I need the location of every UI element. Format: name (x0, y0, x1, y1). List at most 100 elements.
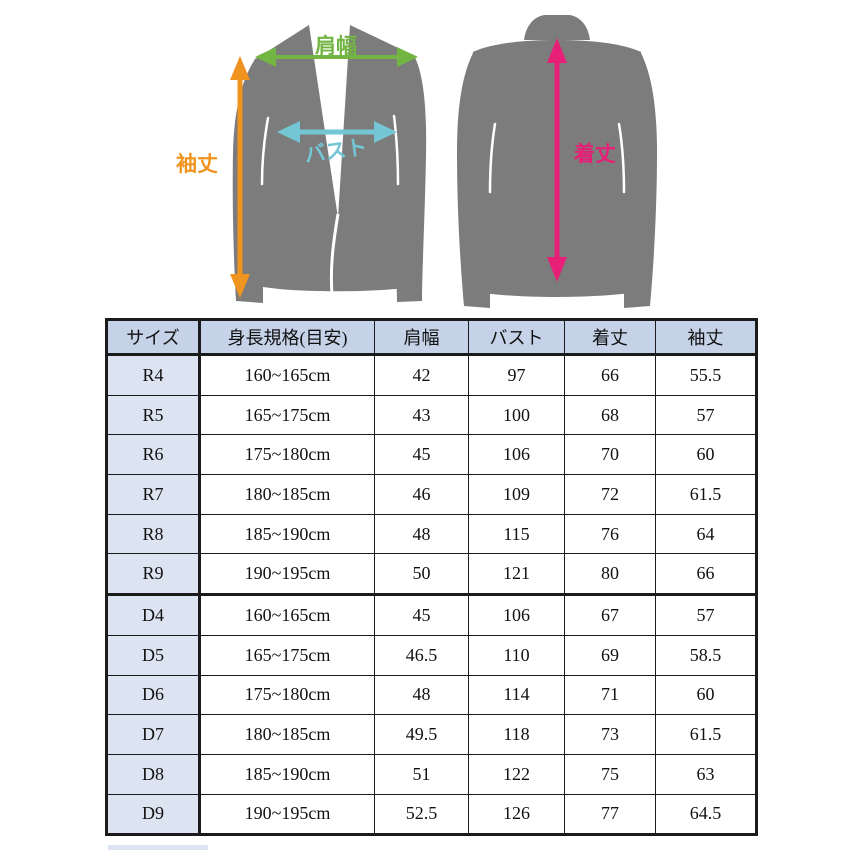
table-row: R4 160~165cm 42 97 66 55.5 (106, 354, 757, 396)
table-row: R7 180~185cm 46 109 72 61.5 (106, 474, 757, 515)
cell-shoulder-width: 51 (374, 753, 469, 795)
body-length-arrowhead-top (547, 38, 567, 63)
front-jacket-left-underarm-notch (260, 116, 270, 186)
cell-body-length: 76 (564, 513, 656, 555)
cell-sleeve-length: 57 (655, 394, 757, 436)
cell-shoulder-width: 52.5 (374, 793, 469, 836)
cell-shoulder-width: 49.5 (374, 714, 469, 755)
cell-size: D7 (106, 714, 201, 755)
measurement-diagram: 肩幅 バスト 袖丈 着丈 (176, 15, 657, 308)
cell-bust: 118 (468, 714, 565, 755)
cell-height-range: 160~165cm (199, 593, 375, 636)
cell-size: D9 (106, 793, 201, 836)
back-jacket-left-sleeve (457, 51, 495, 308)
cell-body-length: 68 (564, 394, 656, 436)
cell-sleeve-length: 60 (655, 674, 757, 716)
cell-sleeve-length: 66 (655, 553, 757, 596)
cell-bust: 122 (468, 753, 565, 795)
size-table: サイズ 身長規格(目安) 肩幅 バスト 着丈 袖丈 R4 160~165cm 4… (105, 318, 758, 837)
column-header-shoulder-width: 肩幅 (374, 319, 469, 356)
column-header-body-length: 着丈 (564, 319, 656, 356)
cell-body-length: 70 (564, 434, 656, 476)
cell-height-range: 165~175cm (199, 634, 375, 676)
body-length-label: 着丈 (573, 142, 616, 166)
cell-shoulder-width: 42 (374, 354, 469, 396)
bust-arrowhead-right (374, 121, 397, 143)
cell-body-length: 77 (564, 793, 656, 836)
cell-size: D5 (106, 634, 201, 676)
cell-size: D6 (106, 674, 201, 716)
cell-sleeve-length: 64 (655, 513, 757, 555)
cell-sleeve-length: 61.5 (655, 474, 757, 515)
cell-sleeve-length: 58.5 (655, 634, 757, 676)
cell-shoulder-width: 46.5 (374, 634, 469, 676)
cell-size: R7 (106, 474, 201, 515)
cell-shoulder-width: 48 (374, 674, 469, 716)
table-row: R6 175~180cm 45 106 70 60 (106, 434, 757, 476)
cell-sleeve-length: 64.5 (655, 793, 757, 836)
cell-body-length: 80 (564, 553, 656, 596)
cell-shoulder-width: 48 (374, 513, 469, 555)
sleeve-length-arrowhead-top (230, 56, 250, 80)
cell-bust: 126 (468, 793, 565, 836)
body-length-arrowhead-bottom (547, 257, 567, 282)
bust-arrowhead-left (277, 121, 300, 143)
shoulder-width-arrow (255, 47, 418, 67)
cell-height-range: 165~175cm (199, 394, 375, 436)
cell-height-range: 160~165cm (199, 354, 375, 396)
cell-bust: 109 (468, 474, 565, 515)
cell-bust: 115 (468, 513, 565, 555)
cell-size: R5 (106, 394, 201, 436)
cell-size: R8 (106, 513, 201, 555)
cell-height-range: 175~180cm (199, 674, 375, 716)
table-row: D9 190~195cm 52.5 126 77 64.5 (106, 793, 757, 836)
cell-sleeve-length: 57 (655, 593, 757, 636)
cell-body-length: 72 (564, 474, 656, 515)
cell-size: R6 (106, 434, 201, 476)
cell-shoulder-width: 45 (374, 593, 469, 636)
cell-sleeve-length: 61.5 (655, 714, 757, 755)
size-table-body: R4 160~165cm 42 97 66 55.5 R5 165~175cm … (106, 354, 757, 836)
cell-shoulder-width: 43 (374, 394, 469, 436)
table-row: D5 165~175cm 46.5 110 69 58.5 (106, 634, 757, 676)
header-row: サイズ 身長規格(目安) 肩幅 バスト 着丈 袖丈 (106, 319, 757, 356)
table-row: R9 190~195cm 50 121 80 66 (106, 553, 757, 596)
front-jacket-right-underarm-notch (392, 114, 400, 186)
cell-sleeve-length: 60 (655, 434, 757, 476)
cell-bust: 106 (468, 434, 565, 476)
front-jacket-slit (329, 213, 340, 295)
cell-height-range: 175~180cm (199, 434, 375, 476)
front-jacket-body (253, 25, 420, 292)
cell-size: R9 (106, 553, 201, 596)
front-jacket-illustration (232, 25, 427, 303)
cell-shoulder-width: 46 (374, 474, 469, 515)
table-row: D8 185~190cm 51 122 75 63 (106, 753, 757, 795)
shoulder-width-arrowhead-right (397, 47, 418, 67)
column-header-height-range: 身長規格(目安) (199, 319, 375, 356)
cell-height-range: 190~195cm (199, 793, 375, 836)
body-length-arrow (547, 38, 567, 282)
cell-size: R4 (106, 354, 201, 396)
cell-size: D8 (106, 753, 201, 795)
cell-bust: 97 (468, 354, 565, 396)
back-jacket-collar (524, 15, 590, 40)
cell-sleeve-length: 63 (655, 753, 757, 795)
table-row: R8 185~190cm 48 115 76 64 (106, 513, 757, 555)
cell-height-range: 185~190cm (199, 513, 375, 555)
cell-body-length: 66 (564, 354, 656, 396)
column-header-size: サイズ (106, 319, 201, 356)
table-row: D7 180~185cm 49.5 118 73 61.5 (106, 714, 757, 755)
cropped-next-table-row (108, 845, 208, 850)
cell-bust: 121 (468, 553, 565, 596)
front-jacket-right-sleeve (393, 54, 427, 302)
size-table-header: サイズ 身長規格(目安) 肩幅 バスト 着丈 袖丈 (106, 319, 757, 356)
cell-bust: 106 (468, 593, 565, 636)
back-jacket-right-underarm-notch (617, 122, 626, 194)
column-header-sleeve-length: 袖丈 (655, 319, 757, 356)
table-row: D4 160~165cm 45 106 67 57 (106, 593, 757, 636)
cell-shoulder-width: 45 (374, 434, 469, 476)
cell-bust: 110 (468, 634, 565, 676)
table-row: R5 165~175cm 43 100 68 57 (106, 394, 757, 436)
cell-body-length: 73 (564, 714, 656, 755)
